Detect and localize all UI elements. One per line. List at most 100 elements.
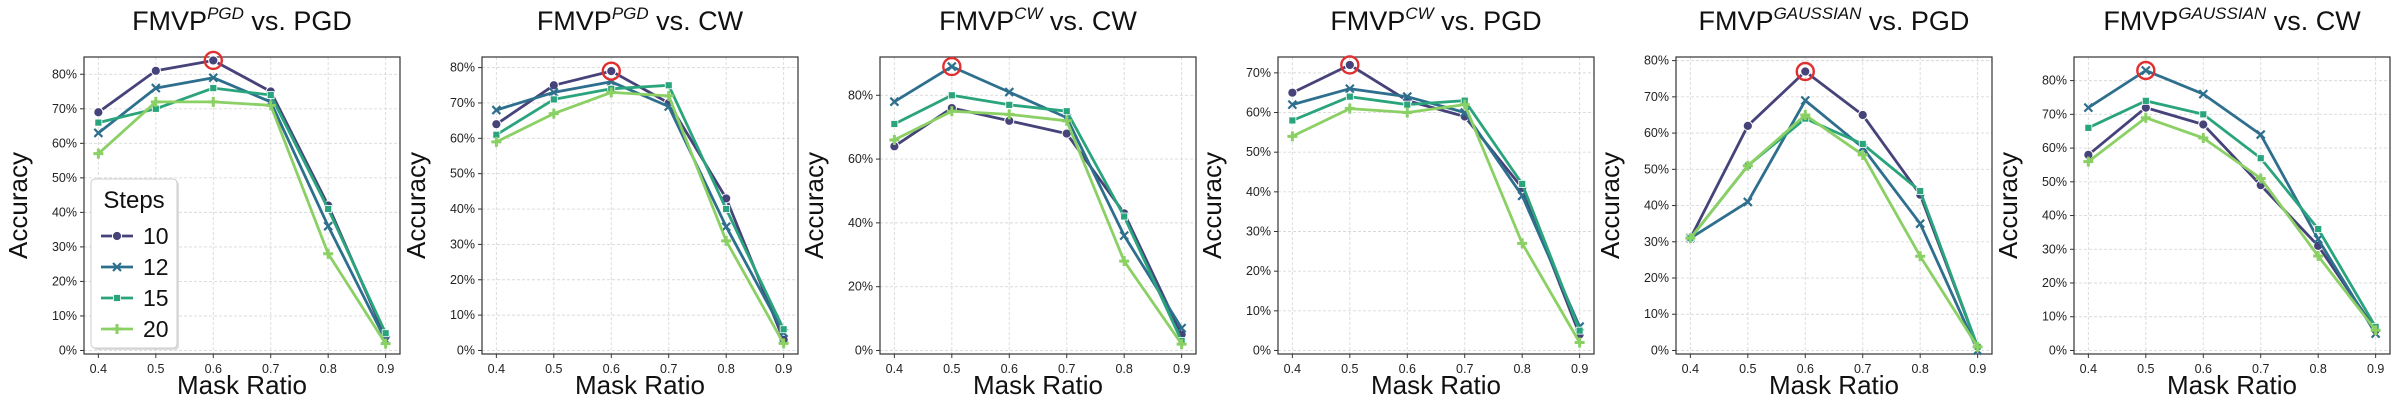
data-point-steps-20	[1517, 238, 1528, 249]
x-tick-label: 0.6	[205, 362, 222, 376]
y-tick-label: 40%	[52, 205, 77, 219]
x-tick-label: 0.4	[1284, 362, 1301, 376]
data-point-steps-20	[889, 134, 900, 145]
y-tick-label: 0%	[1651, 343, 1669, 357]
y-tick-label: 40%	[450, 202, 475, 216]
y-tick-label: 70%	[1246, 66, 1271, 80]
subplot-1: 0% 10% 20% 30% 40% 50% 60% 70% 80% 0.4 0.5 0.6 0.7 0.…	[3, 4, 401, 400]
data-point-steps-20	[1459, 99, 1470, 110]
y-tick-label: 20%	[52, 274, 77, 288]
data-point-steps-10	[1344, 59, 1355, 71]
plot-frame	[1675, 56, 1993, 355]
data-point-steps-20	[548, 108, 559, 119]
data-point-steps-20	[2370, 325, 2381, 336]
series-line-steps-10	[893, 106, 1183, 336]
data-point-steps-15	[779, 325, 788, 334]
legend-box	[90, 178, 178, 349]
x-tick-label: 0.8	[1115, 362, 1132, 376]
data-point-steps-12	[151, 83, 161, 93]
data-point-steps-20	[946, 106, 957, 117]
data-point-steps-15	[1062, 107, 1071, 116]
y-tick-label: 0%	[59, 343, 77, 357]
legend-title: Steps	[103, 187, 164, 214]
y-tick-label: 40%	[1246, 185, 1271, 199]
data-point-steps-10	[150, 65, 161, 76]
legend-marker-steps-10	[111, 230, 123, 242]
y-tick-label: 40%	[2042, 209, 2067, 223]
plot-area	[482, 57, 798, 354]
data-point-steps-20	[323, 248, 334, 259]
chart-title: FMVPPGD vs. CW	[537, 4, 744, 36]
data-point-steps-10	[491, 119, 502, 130]
x-tick-label: 0.7	[1456, 362, 1473, 376]
data-point-steps-12	[2141, 65, 2151, 76]
legend-label-steps-10: 10	[143, 223, 169, 249]
data-point-steps-20	[606, 87, 617, 98]
data-point-steps-10	[1800, 66, 1811, 77]
y-axis-label: Accuracy	[1197, 152, 1227, 259]
series-line-steps-20	[893, 109, 1183, 345]
x-tick-label: 0.6	[1001, 362, 1018, 376]
y-tick-label: 70%	[2042, 107, 2067, 121]
y-axis-label: Accuracy	[1993, 152, 2023, 259]
x-axis-label: Mask Ratio	[177, 370, 307, 400]
data-point-steps-20	[1344, 103, 1355, 114]
data-point-steps-10	[1742, 120, 1753, 131]
x-tick-label: 0.8	[1513, 362, 1530, 376]
data-point-steps-15	[947, 91, 956, 100]
y-axis-label: Accuracy	[3, 152, 33, 259]
series-line-steps-10	[2087, 106, 2377, 331]
best-point-highlight	[601, 61, 621, 81]
series-line-steps-20	[1689, 113, 1979, 348]
data-point-steps-20	[1004, 109, 1015, 120]
best-point-highlight	[1795, 61, 1815, 82]
data-point-steps-15	[1575, 326, 1584, 335]
y-tick-label: 80%	[848, 88, 873, 102]
legend-marker-steps-12	[112, 262, 122, 272]
data-point-steps-12	[2313, 234, 2323, 244]
x-tick-label: 0.7	[1058, 362, 1075, 376]
y-tick-label: 60%	[450, 131, 475, 145]
x-tick-label: 0.7	[2252, 362, 2269, 376]
y-tick-label: 20%	[1644, 271, 1669, 285]
data-point-steps-12	[721, 221, 731, 232]
x-tick-label: 0.8	[2309, 362, 2326, 376]
y-tick-label: 30%	[450, 237, 475, 251]
y-tick-label: 0%	[1253, 343, 1271, 357]
data-point-steps-20	[491, 136, 502, 147]
data-point-steps-20	[721, 235, 732, 246]
data-point-steps-10	[548, 80, 559, 91]
subplot-6: 0% 10% 20% 30% 40% 50% 60% 70% 80% 0.4 0.5 0.6 0.7 0.…	[1993, 4, 2391, 400]
data-point-steps-12	[947, 61, 957, 72]
data-point-steps-10	[1857, 109, 1868, 121]
data-point-steps-15	[1858, 140, 1867, 148]
x-tick-label: 0.4	[2080, 362, 2097, 376]
data-point-steps-12	[93, 128, 104, 138]
x-tick-label: 0.7	[660, 362, 677, 376]
data-point-steps-20	[1119, 256, 1130, 267]
x-tick-label: 0.7	[1854, 362, 1871, 376]
y-tick-label: 10%	[1246, 304, 1271, 318]
data-point-steps-15	[94, 118, 103, 127]
data-point-steps-12	[208, 72, 219, 83]
series-line-steps-15	[2087, 99, 2377, 328]
series-line-steps-12	[1689, 99, 1979, 352]
x-axis-label: Mask Ratio	[973, 370, 1103, 400]
y-tick-label: 0%	[457, 343, 475, 357]
data-point-steps-12	[1176, 323, 1187, 333]
y-tick-label: 20%	[450, 273, 475, 287]
y-tick-label: 60%	[1246, 106, 1271, 120]
subplot-4: 0% 10% 20% 30% 40% 50% 60% 70% 0.4 0.5 0.6 0.7 0.8 0.…	[1197, 4, 1595, 400]
data-point-steps-20	[150, 96, 161, 107]
data-point-steps-12	[2198, 89, 2209, 99]
x-tick-label: 0.7	[262, 362, 279, 376]
y-tick-label: 50%	[2042, 175, 2067, 189]
y-tick-label: 80%	[1644, 54, 1669, 68]
data-point-steps-12	[2083, 102, 2094, 113]
chart-title: FMVPGAUSSIAN vs. PGD	[1699, 4, 1970, 36]
y-tick-label: 10%	[1644, 307, 1669, 321]
y-tick-label: 40%	[848, 216, 873, 230]
series-line-steps-20	[97, 100, 387, 345]
series-line-steps-12	[1292, 87, 1581, 328]
x-tick-label: 0.9	[1969, 362, 1986, 376]
